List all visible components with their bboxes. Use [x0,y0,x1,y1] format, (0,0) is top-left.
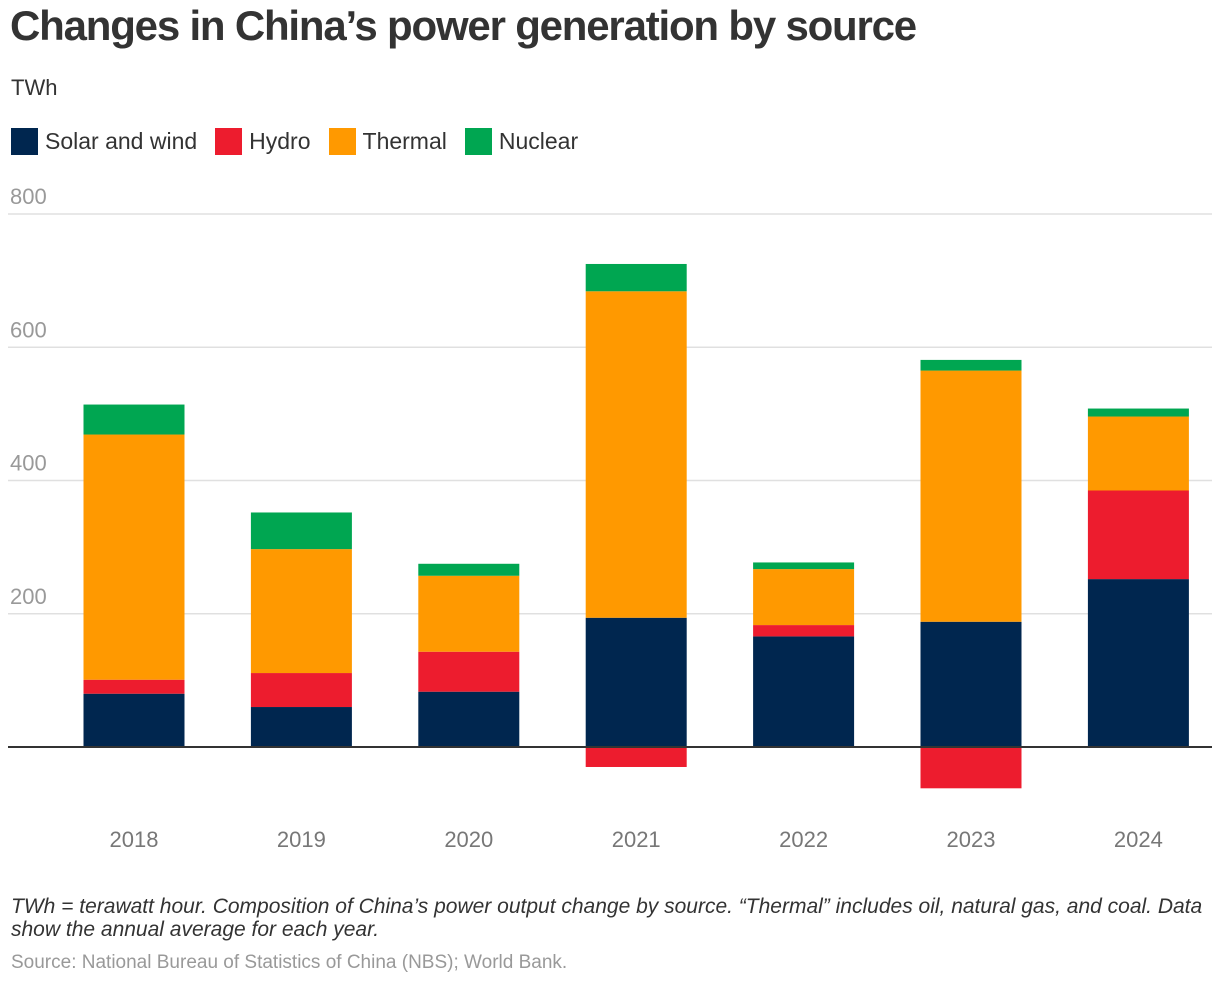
bar-thermal-2020 [418,575,520,652]
bar-solar-and-wind-2022 [753,636,855,747]
x-tick-label-2018: 2018 [110,827,159,852]
x-tick-labels: 2018 2019 2020 2021 2022 2023 2024 [110,827,1163,852]
bar-thermal-2019 [250,549,352,674]
x-tick-label-2023: 2023 [947,827,996,852]
bar-hydro-2020 [418,651,520,692]
bar-solar-and-wind-2023 [920,621,1022,747]
bar-solar-and-wind-2019 [250,707,352,747]
bar-solar-and-wind-2024 [1087,579,1189,747]
bar-thermal-2023 [920,370,1022,622]
bar-hydro-2024 [1087,490,1189,580]
bar-nuclear-2020 [418,563,520,576]
chart-title: Changes in China’s power generation by s… [10,2,917,49]
y-tick-label-400: 400 [10,451,47,476]
bar-thermal-2024 [1087,416,1189,491]
bars [83,263,1189,789]
bar-nuclear-2022 [753,562,855,570]
bar-nuclear-2019 [250,512,352,550]
y-tick-label-600: 600 [10,317,47,342]
legend-item-nuclear: Nuclear [464,128,579,155]
bar-hydro-2023 [920,747,1022,789]
bar-nuclear-2023 [920,359,1022,371]
bar-thermal-2018 [83,434,185,680]
bar-solar-and-wind-2020 [418,691,520,747]
legend-label-nuclear: Nuclear [498,128,579,154]
unit-label: TWh [11,75,58,100]
y-tick-label-800: 800 [10,184,47,209]
legend: Solar and wind Hydro Thermal Nuclear [11,128,596,155]
x-tick-label-2022: 2022 [779,827,828,852]
legend-label-solar-wind: Solar and wind [45,128,198,154]
y-tick-label-200: 200 [10,584,47,609]
x-tick-label-2019: 2019 [277,827,326,852]
legend-item-thermal: Thermal [328,128,447,155]
bar-thermal-2022 [753,569,855,626]
legend-label-hydro: Hydro [249,128,311,154]
legend-swatch-nuclear [464,128,492,155]
legend-swatch-solar-wind [11,128,38,155]
legend-swatch-hydro [215,128,243,155]
bar-hydro-2021 [585,747,687,767]
bar-hydro-2019 [250,673,352,708]
source-line: Source: National Bureau of Statistics of… [11,952,568,973]
bar-solar-and-wind-2018 [83,693,185,747]
bar-hydro-2022 [753,625,855,637]
bar-nuclear-2018 [83,404,185,435]
bar-thermal-2021 [585,291,687,618]
x-tick-label-2021: 2021 [612,827,661,852]
x-tick-label-2020: 2020 [444,827,493,852]
bar-hydro-2018 [83,679,185,694]
bar-nuclear-2021 [585,263,687,292]
legend-swatch-thermal [328,128,356,155]
x-tick-label-2024: 2024 [1114,827,1163,852]
footnote: TWh = terawatt hour. Composition of Chin… [11,895,1203,941]
legend-item-solar-wind: Solar and wind [11,128,197,155]
stacked-bar-chart: 200 400 600 800 2018 2019 2020 2021 2022 2023 202… [8,184,1212,852]
bar-nuclear-2024 [1087,408,1189,417]
legend-label-thermal: Thermal [362,128,447,154]
y-tick-labels: 200 400 600 800 [10,184,47,609]
bar-solar-and-wind-2021 [585,617,687,747]
legend-item-hydro: Hydro [215,128,311,155]
